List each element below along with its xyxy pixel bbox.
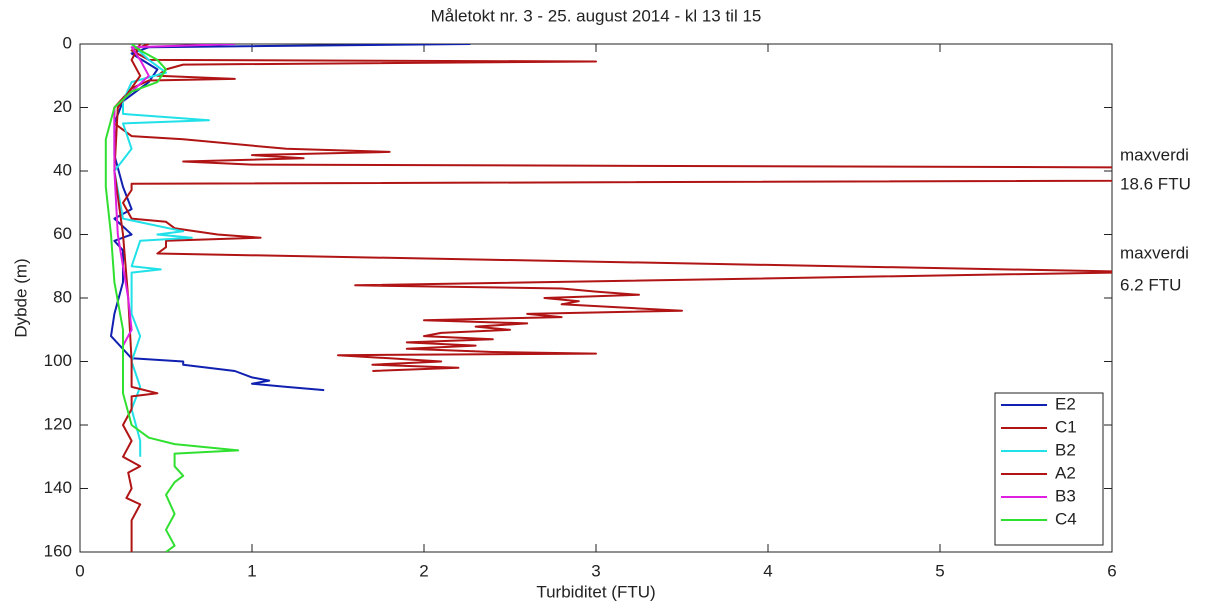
legend-label: A2	[1055, 463, 1076, 482]
x-tick-label: 2	[419, 561, 428, 580]
series-line	[113, 44, 235, 347]
series-line	[113, 44, 1112, 372]
y-tick-label: 100	[44, 351, 72, 370]
series-line	[110, 44, 471, 392]
annotation: 18.6 FTU	[1120, 174, 1191, 193]
chart-title: Måletokt nr. 3 - 25. august 2014 - kl 13…	[431, 6, 762, 25]
annotation: 6.2 FTU	[1120, 275, 1181, 294]
y-tick-label: 80	[53, 287, 72, 306]
y-tick-label: 60	[53, 224, 72, 243]
plot-frame	[79, 43, 1113, 553]
x-axis-label: Turbiditet (FTU)	[536, 582, 655, 601]
legend-label: E2	[1055, 394, 1076, 413]
legend-label: B2	[1055, 440, 1076, 459]
legend-label: C4	[1055, 509, 1077, 528]
x-tick-label: 6	[1107, 561, 1116, 580]
x-tick-label: 1	[247, 561, 256, 580]
x-tick-label: 4	[763, 561, 772, 580]
y-axis-label: Dybde (m)	[11, 258, 30, 337]
legend-label: B3	[1055, 486, 1076, 505]
legend-box	[994, 392, 1104, 546]
annotation: maxverdi	[1120, 145, 1189, 164]
y-tick-label: 120	[44, 414, 72, 433]
y-tick-label: 20	[53, 97, 72, 116]
y-tick-label: 40	[53, 160, 72, 179]
y-tick-label: 0	[63, 33, 72, 52]
x-tick-label: 5	[935, 561, 944, 580]
y-tick-label: 160	[44, 541, 72, 560]
series-line	[104, 44, 240, 552]
y-tick-label: 140	[44, 478, 72, 497]
x-tick-label: 3	[591, 561, 600, 580]
plot-area	[104, 44, 1112, 552]
legend-label: C1	[1055, 417, 1077, 436]
series-line	[113, 44, 159, 552]
annotation: maxverdi	[1120, 243, 1189, 262]
x-tick-label: 0	[75, 561, 84, 580]
